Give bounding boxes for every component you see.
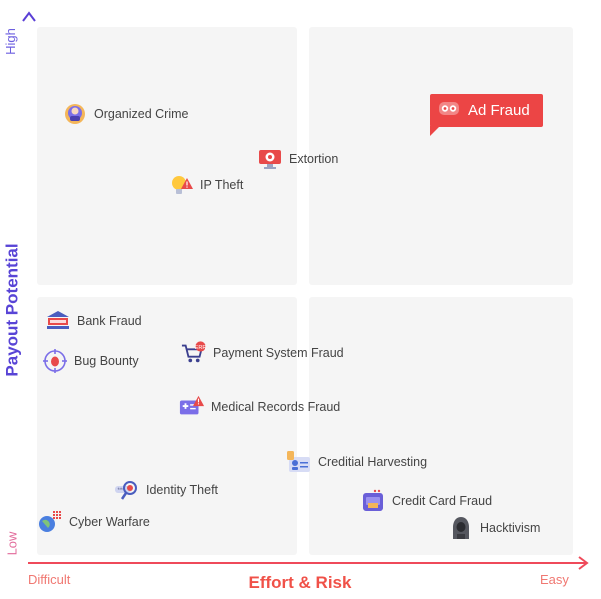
item-bank-fraud: Bank Fraud <box>45 308 142 334</box>
item-ip-theft: IP Theft <box>168 172 243 198</box>
cart-error-icon: ERR <box>181 340 207 366</box>
globe-grid-icon <box>37 509 63 535</box>
id-badge-icon <box>286 449 312 475</box>
item-bug-bounty: Bug Bounty <box>42 348 139 374</box>
quadrant-top-right <box>309 27 573 285</box>
item-label: Ad Fraud <box>468 102 530 119</box>
monitor-target-icon <box>257 146 283 172</box>
item-label: Bug Bounty <box>74 354 139 368</box>
y-axis-title: Payout Potential <box>2 243 22 377</box>
item-label: Payment System Fraud <box>213 346 344 360</box>
item-medical-records-fraud: Medical Records Fraud <box>179 394 340 420</box>
item-extortion: Extortion <box>257 146 338 172</box>
quadrant-top-left <box>37 27 297 285</box>
y-axis-low-label: Low <box>4 531 20 556</box>
item-hacktivism: Hacktivism <box>448 515 540 541</box>
hooded-hacker-icon <box>448 515 474 541</box>
y-axis-arrow <box>22 11 36 22</box>
password-magnifier-icon: *** <box>114 477 140 503</box>
x-axis-title: Effort & Risk <box>248 573 352 592</box>
card-reader-icon <box>360 488 386 514</box>
item-label: Organized Crime <box>94 107 189 121</box>
item-credit-card-fraud: Credit Card Fraud <box>360 488 492 514</box>
item-credential-harvesting: Creditial Harvesting <box>286 449 427 475</box>
item-identity-theft: *** Identity Theft <box>114 477 218 503</box>
item-label: Creditial Harvesting <box>318 455 428 469</box>
x-axis-arrow <box>578 556 589 570</box>
x-axis-difficult-label: Difficult <box>28 572 71 587</box>
quadrant-bottom-right <box>309 297 573 555</box>
bank-icon <box>45 308 71 334</box>
medical-card-warning-icon <box>179 394 205 420</box>
item-ad-fraud: Ad Fraud <box>430 94 543 127</box>
bug-crosshair-icon <box>42 348 68 374</box>
item-label: Cyber Warfare <box>69 515 150 529</box>
svg-text:***: *** <box>117 488 125 494</box>
y-axis-high-label: High <box>2 28 18 55</box>
lightbulb-warning-icon <box>168 172 194 198</box>
item-label: Bank Fraud <box>77 314 142 328</box>
svg-text:ERR: ERR <box>195 345 207 351</box>
x-axis-easy-label: Easy <box>540 572 569 587</box>
quadrant-bottom-left <box>37 297 297 555</box>
item-label: Medical Records Fraud <box>211 400 341 414</box>
item-organized-crime: Organized Crime <box>62 101 188 127</box>
item-label: Hacktivism <box>480 521 541 535</box>
ad-fraud-callout-tail <box>430 126 440 136</box>
item-label: Identity Theft <box>146 483 219 497</box>
item-cyber-warfare: Cyber Warfare <box>37 509 150 535</box>
item-payment-system-fraud: ERR Payment System Fraud <box>181 340 344 366</box>
item-label: Extortion <box>289 152 339 166</box>
item-label: Credit Card Fraud <box>392 494 493 508</box>
robot-eyes-icon <box>438 99 460 122</box>
criminal-face-icon <box>62 101 88 127</box>
item-label: IP Theft <box>200 178 244 192</box>
